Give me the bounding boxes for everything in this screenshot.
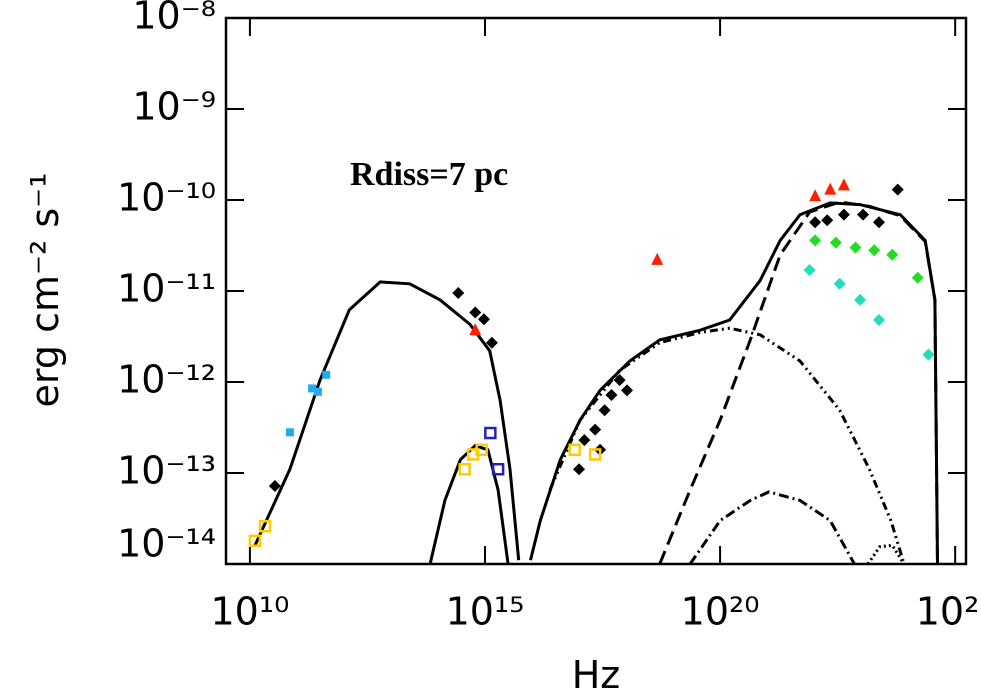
model-curve: [688, 490, 856, 564]
data-point: [458, 462, 471, 476]
data-point: [477, 313, 490, 326]
x-tick-label: 10¹⁵: [446, 590, 525, 634]
data-point: [857, 208, 870, 221]
data-point: [809, 234, 822, 247]
x-tick-label: 10²⁵: [916, 590, 981, 634]
data-point: [484, 426, 497, 440]
y-axis-label: erg cm⁻² s⁻¹: [23, 173, 67, 408]
y-tick-label: 10⁻⁹: [132, 85, 216, 129]
data-point: [248, 534, 262, 548]
data-point: [891, 183, 904, 196]
annotation: Rdiss=7 pc: [350, 156, 508, 193]
data-point: [803, 264, 816, 277]
data-point: [651, 252, 664, 265]
data-point: [821, 214, 834, 227]
data-point: [258, 519, 272, 533]
data-point: [849, 241, 862, 254]
model-curve: [658, 200, 939, 564]
data-point: [573, 463, 586, 476]
y-tick-label: 10⁻¹⁰: [117, 176, 216, 220]
data-point: [313, 387, 322, 396]
y-tick-label: 10⁻⁸: [132, 0, 216, 38]
data-point: [873, 216, 886, 229]
y-tick-label: 10⁻¹⁴: [117, 522, 216, 566]
model-curve: [866, 543, 906, 564]
data-point: [475, 443, 488, 457]
data-point: [491, 462, 505, 476]
data-point: [886, 248, 899, 261]
data-point: [322, 370, 331, 379]
data-point: [809, 189, 822, 202]
data-point: [621, 384, 634, 397]
data-point: [873, 314, 886, 327]
y-tick-label: 10⁻¹¹: [117, 267, 216, 311]
data-point: [837, 178, 850, 191]
data-point: [469, 306, 482, 319]
data-point: [868, 244, 881, 257]
x-tick-label: 10²⁰: [681, 590, 760, 634]
data-point: [922, 348, 935, 361]
data-point: [589, 423, 602, 436]
x-tick-label: 10¹⁰: [211, 590, 290, 634]
data-point: [911, 271, 924, 284]
data-point: [285, 428, 294, 437]
y-tick-label: 10⁻¹³: [117, 449, 216, 493]
data-point: [469, 323, 482, 336]
data-point: [598, 404, 611, 417]
data-point: [485, 336, 498, 349]
data-point: [568, 443, 581, 457]
data-point: [268, 479, 281, 492]
y-tick-label: 10⁻¹²: [117, 358, 216, 402]
data-point: [613, 374, 626, 387]
model-curve: [428, 443, 510, 564]
data-point: [833, 277, 846, 290]
data-point: [308, 384, 317, 393]
data-point: [605, 388, 618, 401]
data-point: [588, 448, 602, 461]
data-point: [824, 182, 837, 195]
data-point: [829, 236, 842, 249]
data-point: [837, 208, 850, 221]
data-point: [854, 293, 867, 306]
data-point: [452, 287, 465, 300]
data-point: [578, 434, 591, 447]
x-axis-label: Hz: [572, 653, 621, 697]
data-point: [809, 216, 822, 229]
